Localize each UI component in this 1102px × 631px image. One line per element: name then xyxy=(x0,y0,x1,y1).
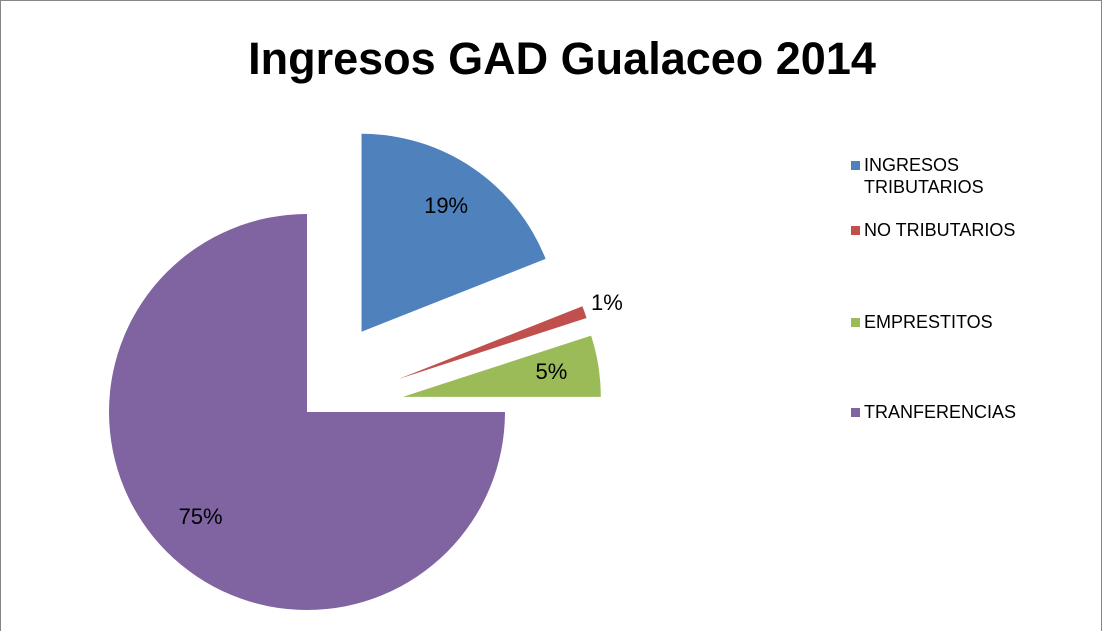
data-label: 75% xyxy=(179,504,223,529)
pie-slice xyxy=(361,133,546,332)
legend-item: TRANFERENCIAS xyxy=(851,401,1051,423)
data-label: 1% xyxy=(591,290,623,315)
pie-slice xyxy=(402,335,601,397)
data-label: 19% xyxy=(424,193,468,218)
legend-label: NO TRIBUTARIOS xyxy=(864,220,1016,240)
legend-label: EMPRESTITOS xyxy=(864,312,993,332)
legend-swatch xyxy=(851,226,860,235)
pie-slice xyxy=(398,306,587,380)
legend-label: TRANFERENCIAS xyxy=(864,402,1017,422)
chart-title: Ingresos GAD Gualaceo 2014 xyxy=(248,33,876,84)
legend-item: INGRESOS TRIBUTARIOS xyxy=(851,154,1051,198)
legend-swatch xyxy=(851,318,860,327)
legend-item: EMPRESTITOS xyxy=(851,311,1051,333)
legend-swatch xyxy=(851,161,860,170)
data-label: 5% xyxy=(536,359,568,384)
pie-slice xyxy=(109,214,505,610)
legend-label: INGRESOS TRIBUTARIOS xyxy=(864,155,984,197)
legend-item: NO TRIBUTARIOS xyxy=(851,219,1051,241)
legend-swatch xyxy=(851,408,860,417)
